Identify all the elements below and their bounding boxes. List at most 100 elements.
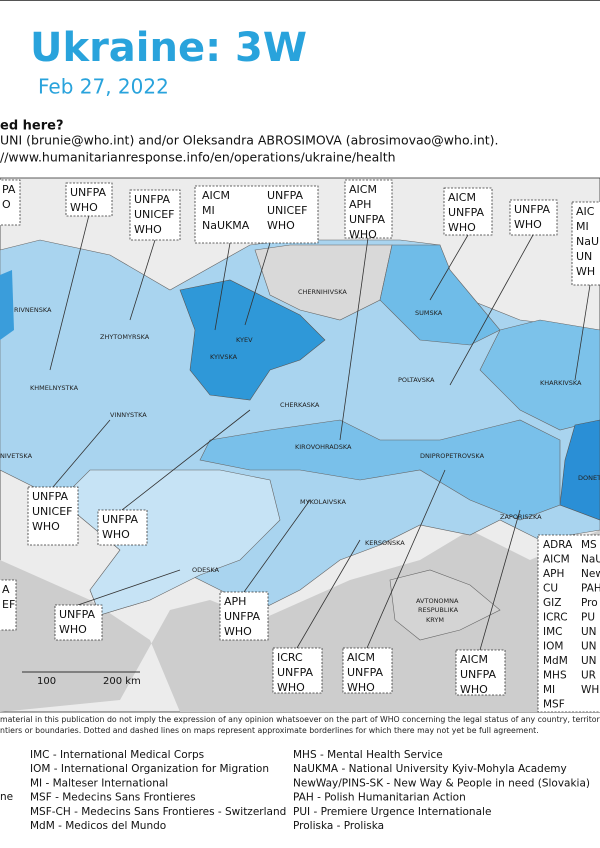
organization: WHO (460, 683, 488, 696)
disclaimer: ntiers or boundaries. Dotted and dashed … (0, 726, 539, 735)
organization: O (2, 198, 11, 211)
organization: UNFPA (134, 193, 171, 206)
callout-box (342, 647, 393, 694)
callout-box (537, 534, 600, 713)
callout-box (571, 201, 600, 286)
organization: UNFPA (102, 513, 139, 526)
organization: UNFPA (448, 206, 485, 219)
organization: GIZ (543, 597, 561, 609)
legend-item: IMC - International Medical Corps (30, 749, 204, 761)
contact-heading: ed here? (0, 119, 64, 134)
organization: UNFPA (224, 610, 261, 623)
organization: A (2, 583, 10, 596)
region-label: POLTAVSKA (398, 376, 435, 384)
organization: UNFPA (32, 490, 69, 503)
region-label: VINNYSTKA (110, 411, 147, 419)
region-label: KERSONSKA (365, 539, 405, 547)
region-label: NIVETSKA (0, 452, 33, 460)
legend-item: NewWay/PINS-SK - New Way & People in nee… (293, 777, 590, 789)
organization: UNICEF (134, 208, 174, 221)
organization: WHO (267, 219, 295, 232)
organization: ICRC (543, 612, 568, 624)
organization: IMC (543, 626, 563, 638)
region-label: KRYM (426, 616, 444, 624)
organization: UNICEF (32, 505, 72, 518)
organization: MI (543, 684, 555, 696)
organization: Pro (581, 597, 598, 609)
region-label: DNIPROPETROVSKA (420, 452, 485, 460)
organization: UNFPA (349, 213, 386, 226)
organization: UNFPA (347, 666, 384, 679)
organization: NaUKMA (202, 219, 250, 232)
organization: UNFPA (514, 203, 551, 216)
callout-box (443, 187, 493, 236)
callout-box (0, 579, 17, 631)
region-shape (0, 270, 14, 340)
crimea (389, 569, 501, 641)
organization: WHO (277, 681, 305, 694)
organization: WHO (224, 625, 252, 638)
organization: UNFPA (59, 608, 96, 621)
organization: AICM (347, 651, 375, 664)
organization: AICM (460, 653, 488, 666)
organization: MI (576, 220, 589, 233)
scale-label: 100 (37, 676, 56, 687)
region-label: ZHYTOMYRSKA (100, 333, 150, 341)
legend-item: PUI - Premiere Urgence Internationale (293, 806, 491, 818)
region-label: KHMELNYSTKA (30, 384, 79, 392)
organization: NaU (576, 235, 599, 248)
organization: ADRA (543, 539, 573, 551)
legend-item: MHS - Mental Health Service (293, 749, 443, 761)
region-shape (59, 469, 281, 616)
organization: UN (581, 641, 597, 653)
organization: MSF (543, 699, 565, 711)
organization: WHO (349, 228, 377, 241)
callout-box (194, 185, 319, 244)
organization: AICM (202, 189, 230, 202)
region-label: RIVNENSKA (14, 306, 52, 314)
organization: AIC (576, 205, 595, 218)
organization: WHO (59, 623, 87, 636)
organization: UN (576, 250, 592, 263)
organization: WHO (134, 223, 162, 236)
organization: New (581, 568, 600, 580)
region-label: ZAPORISZKA (500, 513, 542, 521)
organization: IOM (543, 641, 563, 653)
region-shape (179, 279, 326, 401)
organization: UR (581, 670, 596, 682)
organization: WHO (70, 201, 98, 214)
organization: ICRC (277, 651, 303, 664)
region-label: KIROVOHRADSKA (295, 443, 352, 451)
organization: NaU (581, 554, 600, 566)
date: Feb 27, 2022 (38, 75, 169, 99)
organization: AICM (448, 191, 476, 204)
organization: UNFPA (70, 186, 107, 199)
legend-item: MI - Malteser International (30, 777, 168, 789)
organization: EF (2, 598, 15, 611)
organization: AICM (349, 183, 377, 196)
disclaimer: material in this publication do not impl… (0, 715, 600, 724)
region-label: CHERKASKA (280, 401, 320, 409)
map (0, 177, 600, 713)
organization: WHO (102, 528, 130, 541)
organization: UN (581, 626, 597, 638)
region-label: CHERNIHIVSKA (298, 288, 347, 296)
organization: PA (2, 183, 16, 196)
callout-box (65, 182, 113, 217)
organization: UNFPA (267, 189, 304, 202)
organization: PAH (581, 583, 600, 595)
region-shape (559, 419, 600, 521)
region-label: RESPUBLIKA (418, 606, 459, 614)
organization: WH (576, 265, 595, 278)
region-label: MYKOLAIVSKA (300, 498, 346, 506)
region-label: KYIVSKA (210, 353, 238, 361)
region-label: ODESKA (192, 566, 220, 574)
callout-box (509, 199, 558, 236)
legend-item: MdM - Medicos del Mundo (30, 820, 166, 832)
legend-item: ne (0, 791, 13, 803)
organization: MS (581, 539, 597, 551)
contact-line: UNI (brunie@who.int) and/or Oleksandra A… (0, 133, 499, 148)
callout-box (97, 509, 148, 546)
organization: UN (581, 655, 597, 667)
